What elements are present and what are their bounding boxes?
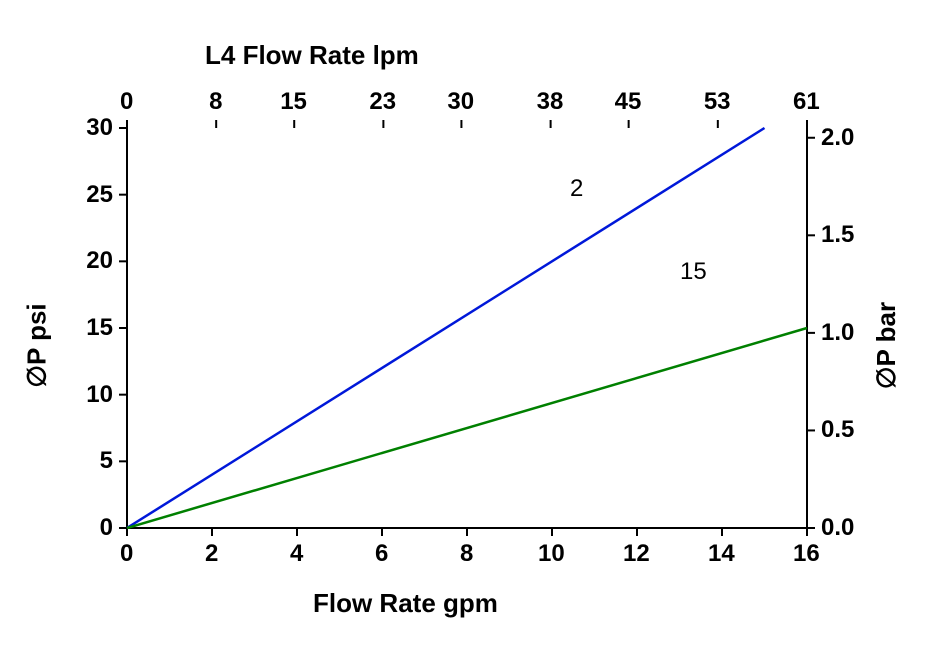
right-tick-label: 1.0 <box>821 319 854 347</box>
top-tick-label: 0 <box>120 88 133 116</box>
left-tick-label: 25 <box>86 181 113 209</box>
top-tick-label: 15 <box>280 88 307 116</box>
right-tick-label: 2.0 <box>821 124 854 152</box>
left-tick-label: 10 <box>86 381 113 409</box>
chart-container: L4 Flow Rate lpm Flow Rate gpm ∅P psi ∅P… <box>0 0 928 672</box>
bottom-tick-label: 16 <box>793 540 820 568</box>
right-tick-label: 1.5 <box>821 221 854 249</box>
left-tick-label: 30 <box>86 114 113 142</box>
series-2-label: 2 <box>570 175 583 203</box>
bottom-tick-label: 4 <box>290 540 303 568</box>
right-tick-label: 0.5 <box>821 416 854 444</box>
series-2-line <box>127 128 765 528</box>
top-tick-label: 45 <box>615 88 642 116</box>
bottom-tick-label: 0 <box>120 540 133 568</box>
bottom-tick-label: 14 <box>708 540 735 568</box>
bottom-tick-label: 2 <box>205 540 218 568</box>
left-tick-label: 0 <box>100 514 113 542</box>
top-tick-label: 30 <box>447 88 474 116</box>
series-15-line <box>127 328 807 528</box>
left-tick-label: 20 <box>86 247 113 275</box>
bottom-tick-label: 12 <box>623 540 650 568</box>
bottom-tick-label: 6 <box>375 540 388 568</box>
bottom-tick-label: 10 <box>538 540 565 568</box>
top-tick-label: 61 <box>793 88 820 116</box>
top-tick-label: 38 <box>537 88 564 116</box>
series-15-label: 15 <box>680 258 707 286</box>
bottom-tick-label: 8 <box>460 540 473 568</box>
left-tick-label: 15 <box>86 314 113 342</box>
right-tick-label: 0.0 <box>821 514 854 542</box>
top-tick-label: 8 <box>209 88 222 116</box>
top-tick-label: 53 <box>704 88 731 116</box>
top-tick-label: 23 <box>369 88 396 116</box>
left-tick-label: 5 <box>100 447 113 475</box>
